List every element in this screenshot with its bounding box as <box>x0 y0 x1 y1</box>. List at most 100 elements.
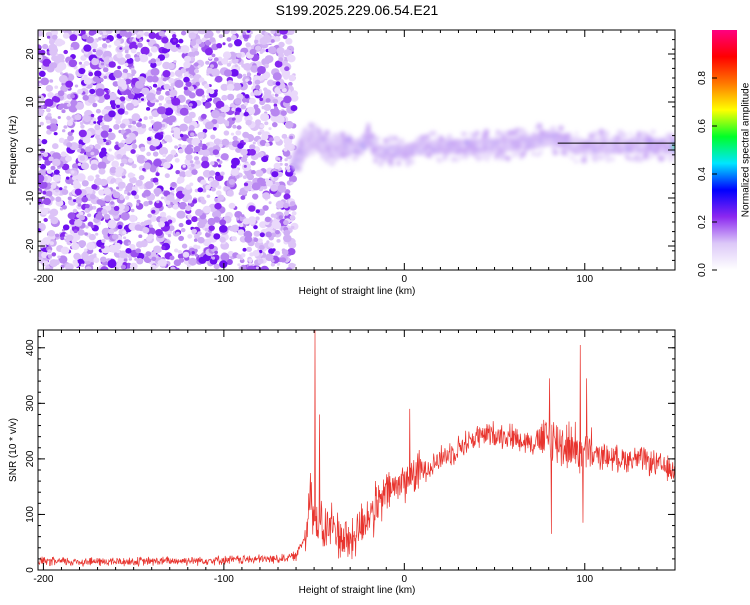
noise-blob <box>42 44 48 49</box>
noise-blob <box>107 133 115 141</box>
noise-blob <box>245 94 250 98</box>
noise-blob <box>198 143 203 147</box>
noise-blob <box>171 182 176 187</box>
noise-blob <box>178 39 183 44</box>
ridge-halo-blob <box>372 147 378 153</box>
noise-blob <box>234 39 242 46</box>
noise-blob <box>169 89 177 96</box>
noise-blob <box>175 170 180 174</box>
noise-blob <box>101 148 106 153</box>
noise-blob <box>153 246 162 254</box>
noise-blob <box>136 203 139 206</box>
noise-blob <box>51 166 56 171</box>
ridge-halo-blob <box>396 161 401 166</box>
noise-blob <box>237 263 240 266</box>
noise-blob <box>284 143 289 148</box>
noise-blob <box>198 237 205 244</box>
ridge-halo-blob <box>502 131 505 134</box>
ridge-halo-blob <box>593 157 598 162</box>
noise-blob <box>219 34 223 38</box>
noise-blob <box>116 250 120 254</box>
ridge-halo-blob <box>326 138 332 144</box>
ridge-halo-blob <box>604 152 610 158</box>
noise-blob <box>36 140 42 145</box>
noise-blob <box>205 185 211 190</box>
noise-blob <box>248 81 253 85</box>
noise-blob <box>261 134 268 141</box>
noise-blob <box>36 54 43 61</box>
noise-blob <box>118 182 126 189</box>
noise-blob <box>262 192 270 199</box>
noise-blob <box>95 135 100 139</box>
ridge-halo-blob <box>451 141 456 146</box>
noise-blob <box>127 192 131 196</box>
noise-blob <box>116 52 122 58</box>
noise-blob <box>66 234 73 241</box>
ridge-halo-blob <box>430 132 433 135</box>
noise-blob <box>87 213 91 217</box>
noise-blob <box>219 219 226 225</box>
noise-blob <box>284 211 289 216</box>
noise-blob <box>94 125 100 130</box>
noise-blob <box>252 194 258 200</box>
ridge-halo-blob <box>436 157 438 159</box>
noise-blob <box>39 113 43 117</box>
noise-blob <box>227 84 235 91</box>
noise-blob <box>111 178 116 183</box>
noise-blob <box>119 47 122 50</box>
ridge-halo-blob <box>550 126 556 132</box>
ridge-halo-blob <box>449 140 451 142</box>
noise-blob <box>88 72 93 76</box>
noise-blob <box>236 53 242 58</box>
noise-blob <box>125 196 129 200</box>
spectrogram-x-tick-label: -200 <box>33 274 53 285</box>
ridge-halo-blob <box>473 149 476 152</box>
noise-blob <box>53 174 61 182</box>
noise-blob <box>260 51 264 54</box>
noise-blob <box>168 78 174 84</box>
noise-blob <box>275 61 283 68</box>
noise-blob <box>165 173 170 178</box>
ridge-halo-blob <box>416 137 421 142</box>
noise-blob <box>161 246 166 250</box>
noise-blob <box>284 75 289 80</box>
noise-blob <box>78 68 85 74</box>
noise-blob <box>291 226 295 229</box>
noise-blob <box>59 187 62 190</box>
ridge-halo-blob <box>444 155 448 159</box>
noise-blob <box>244 236 252 243</box>
noise-blob <box>253 90 260 96</box>
ridge-halo-blob <box>650 155 653 158</box>
ridge-halo-blob <box>378 149 383 154</box>
noise-blob <box>68 212 76 219</box>
noise-blob <box>46 108 51 112</box>
ridge-halo-blob <box>533 132 535 134</box>
noise-blob <box>143 201 149 206</box>
ridge-halo-blob <box>331 149 336 154</box>
noise-blob <box>101 63 104 66</box>
noise-blob <box>199 77 205 82</box>
ridge-halo-blob <box>346 160 349 163</box>
noise-blob <box>277 185 286 193</box>
noise-blob <box>240 149 248 156</box>
noise-blob <box>120 123 126 128</box>
ridge-halo-blob <box>565 133 570 138</box>
noise-blob <box>65 81 73 88</box>
noise-blob <box>180 134 184 137</box>
ridge-halo-blob <box>462 148 464 150</box>
noise-blob <box>188 107 192 110</box>
ridge-halo-blob <box>436 140 438 142</box>
noise-blob <box>163 70 171 77</box>
noise-blob <box>202 150 210 157</box>
noise-blob <box>255 85 260 90</box>
noise-blob <box>121 265 126 270</box>
noise-blob <box>244 112 249 117</box>
ridge-halo-blob <box>483 144 486 147</box>
noise-blob <box>105 206 111 211</box>
ridge-halo-blob <box>666 155 668 157</box>
noise-blob <box>279 215 283 219</box>
noise-blob <box>110 201 114 205</box>
ridge-halo-blob <box>611 137 617 143</box>
ridge-halo-blob <box>340 132 346 138</box>
noise-blob <box>278 57 283 61</box>
